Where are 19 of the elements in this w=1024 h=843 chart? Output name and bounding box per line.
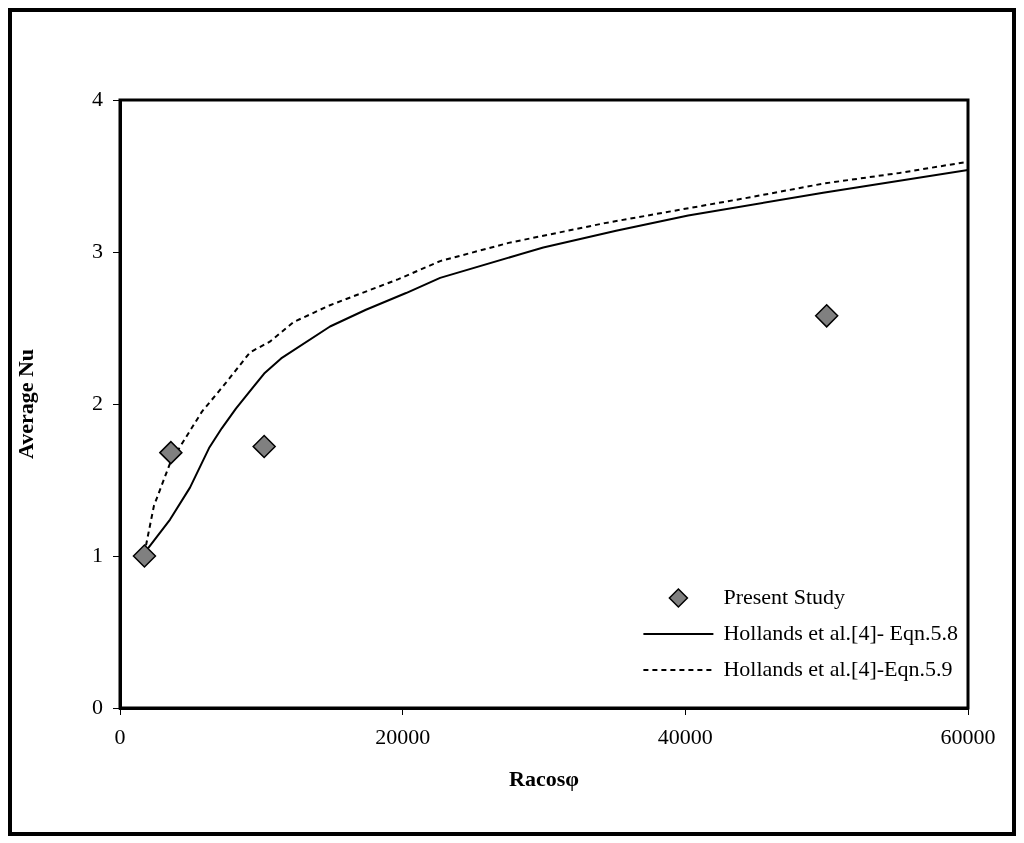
x-tick-label: 0 [114,723,126,749]
x-axis-title: Racosφ [509,766,579,792]
legend-label: Present Study [723,583,846,609]
y-axis-title: Average Nu [12,348,38,460]
point [159,440,183,465]
y-tick-label: 0 [92,693,103,719]
outer-frame: Racosφ Average Nu 0 20000 40000 60000 0 1 2 3 4 Present Study Hollands et al.[4]- Eqn.5.8 Hollands et al.[4]-Eqn.5.9 [8,8,1016,836]
x-tick-label: 20000 [375,723,431,749]
legend-label: Hollands et al.[4]- Eqn.5.8 [723,619,958,645]
y-tick-label: 3 [92,237,103,263]
y-tick-label: 2 [92,389,103,415]
point [132,544,157,568]
point [814,304,839,328]
point [252,434,276,459]
legend-label: Hollands et al.[4]-Eqn.5.9 [723,655,953,681]
x-tick-label: 60000 [940,723,996,749]
x-tick-label: 40000 [657,723,713,749]
y-tick-label: 4 [92,85,103,111]
y-tick-label: 1 [92,541,103,567]
